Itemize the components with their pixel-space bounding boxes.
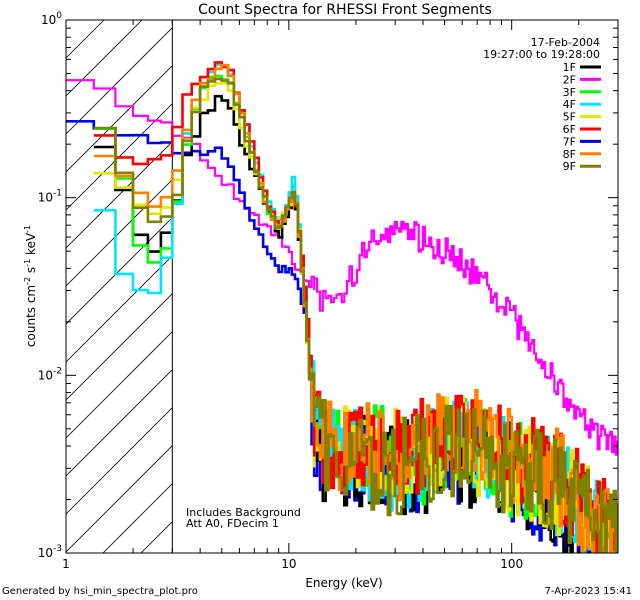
- hatch-line: [66, 407, 173, 515]
- series-line-9F: [93, 77, 618, 553]
- chart-title: Count Spectra for RHESSI Front Segments: [198, 2, 492, 18]
- tick-labels: 1 10 100 100 10-1 10-2 10-3: [38, 11, 523, 571]
- hatch-line: [66, 65, 173, 173]
- series-lines: [66, 61, 618, 553]
- y-tick-label: 10-2: [38, 366, 62, 382]
- legend-label-3F: 3F: [563, 86, 576, 99]
- hatch-line: [66, 255, 173, 363]
- hatch-line: [66, 20, 105, 59]
- legend-label-9F: 9F: [563, 160, 576, 173]
- hatch-line: [140, 521, 173, 553]
- x-axis-label: Energy (keV): [305, 576, 382, 590]
- x-tick-label: 1: [62, 557, 70, 571]
- hatch-line: [66, 369, 173, 477]
- legend-label-7F: 7F: [563, 135, 576, 148]
- x-tick-label: 100: [500, 557, 523, 571]
- plot-frame: [65, 19, 619, 554]
- hatched-region: [66, 20, 173, 553]
- annotation-attenuator: Att A0, FDecim 1: [186, 517, 279, 530]
- hatch-line: [66, 445, 173, 553]
- legend-label-1F: 1F: [563, 61, 576, 74]
- hatch-line: [66, 217, 173, 325]
- y-tick-label: 10-3: [38, 544, 62, 560]
- annotation-background: Includes Background: [186, 506, 301, 519]
- hatch-line: [102, 483, 173, 553]
- legend-label-2F: 2F: [563, 73, 576, 86]
- hatch-line: [66, 27, 173, 135]
- legend-label-8F: 8F: [563, 148, 576, 161]
- footer-timestamp: 7-Apr-2023 15:41: [545, 586, 632, 597]
- date-label: 17-Feb-2004: [531, 36, 600, 49]
- hatch-line: [66, 179, 173, 287]
- x-tick-label: 10: [281, 557, 296, 571]
- legend-label-6F: 6F: [563, 123, 576, 136]
- time-range-label: 19:27:00 to 19:28:00: [483, 48, 600, 61]
- legend-label-4F: 4F: [563, 98, 576, 111]
- y-axis-label: counts cm-2 s-1 keV-1: [23, 225, 38, 347]
- hatch-lines: [66, 20, 173, 553]
- y-tick-label: 10-1: [38, 189, 62, 205]
- hatch-line: [66, 20, 143, 97]
- hatch-line: [66, 293, 173, 401]
- y-tick-label: 100: [41, 11, 62, 27]
- footer-generated-by: Generated by hsi_min_spectra_plot.pro: [2, 586, 198, 597]
- axis-ticks: [65, 19, 619, 554]
- hatch-line: [66, 331, 173, 439]
- legend-label-5F: 5F: [563, 111, 576, 124]
